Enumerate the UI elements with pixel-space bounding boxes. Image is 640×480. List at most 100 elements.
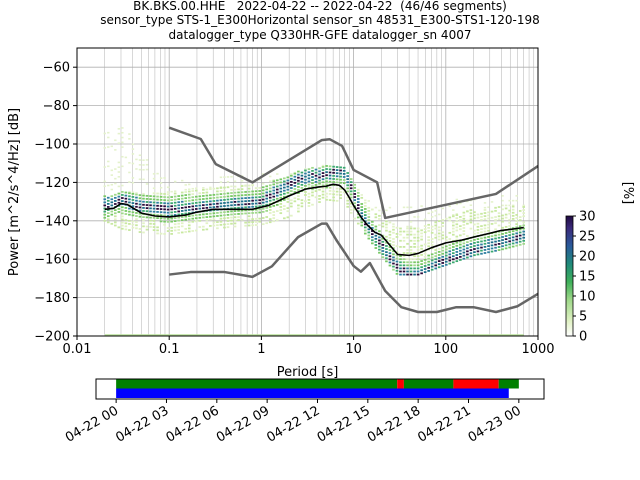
- pdf-cell: [381, 222, 385, 225]
- pdf-cell: [131, 223, 135, 226]
- pdf-cell: [427, 254, 430, 257]
- pdf-cell: [205, 203, 209, 206]
- pdf-cell: [177, 216, 180, 219]
- pdf-cell: [237, 188, 240, 191]
- pdf-cell: [385, 248, 388, 250]
- pdf-cell: [223, 198, 226, 201]
- pdf-cell: [124, 219, 128, 222]
- pdf-cell: [194, 198, 198, 201]
- pdf-cell: [494, 237, 497, 240]
- pdf-cell: [522, 221, 526, 224]
- pdf-cell: [328, 199, 332, 202]
- pdf-cell: [152, 204, 156, 207]
- pdf-cell: [462, 251, 466, 254]
- pdf-cell: [444, 251, 448, 254]
- pdf-cell: [261, 195, 265, 198]
- pdf-cell: [346, 184, 349, 187]
- pdf-cell: [142, 194, 145, 197]
- y-axis-label: Power [m^2/s^4/Hz] [dB]: [7, 108, 22, 276]
- pdf-cell: [483, 249, 487, 251]
- pdf-cell: [117, 201, 121, 204]
- pdf-cell: [413, 264, 416, 267]
- pdf-cell: [452, 227, 455, 230]
- pdf-cell: [406, 267, 409, 270]
- y-tick-label: −200: [34, 330, 70, 345]
- pdf-cell: [483, 227, 487, 230]
- pdf-cell: [244, 221, 247, 224]
- pdf-cell: [247, 212, 251, 215]
- pdf-cell: [163, 233, 166, 235]
- pdf-cell: [367, 216, 371, 218]
- pdf-cell: [511, 211, 515, 214]
- pdf-cell: [497, 206, 501, 208]
- pdf-cell: [110, 195, 114, 198]
- pdf-cell-outlier: [121, 131, 124, 134]
- pdf-cell-outlier: [156, 172, 159, 175]
- pdf-cell-outlier: [188, 188, 191, 191]
- pdf-cell: [300, 205, 304, 208]
- pdf-cell-outlier: [138, 154, 142, 157]
- pdf-cell: [110, 204, 114, 207]
- pdf-cell: [409, 264, 413, 267]
- pdf-cell: [321, 178, 325, 181]
- pdf-cell: [515, 238, 518, 241]
- colorbar-tick-label: 10: [579, 290, 596, 305]
- pdf-cell: [159, 205, 163, 207]
- pdf-cell: [124, 197, 128, 200]
- pdf-cell: [328, 171, 332, 174]
- pdf-cell: [202, 213, 205, 216]
- pdf-cell-outlier: [131, 148, 135, 150]
- pdf-cell: [184, 203, 188, 206]
- pdf-cell: [423, 261, 427, 264]
- pdf-cell: [321, 175, 325, 178]
- pdf-cell: [430, 253, 434, 256]
- pdf-cell: [501, 233, 504, 235]
- pdf-cell-outlier: [135, 168, 138, 170]
- pdf-cell: [191, 190, 195, 192]
- pdf-cell: [233, 222, 237, 225]
- pdf-cell: [392, 228, 395, 231]
- pdf-cell: [254, 221, 258, 223]
- pdf-cell: [212, 221, 216, 224]
- pdf-cell: [385, 242, 388, 244]
- pdf-cell-outlier: [219, 176, 223, 179]
- pdf-cell: [430, 256, 434, 259]
- x-tick-label: 0.1: [159, 342, 180, 357]
- pdf-cell: [233, 194, 237, 197]
- pdf-cell: [244, 203, 247, 206]
- pdf-cell: [427, 260, 430, 263]
- pdf-cell: [286, 182, 290, 185]
- pdf-cell: [279, 193, 283, 196]
- pdf-cell: [504, 216, 508, 219]
- pdf-cell: [342, 179, 346, 181]
- pdf-cell-outlier: [142, 192, 145, 195]
- pdf-cell: [349, 196, 353, 199]
- pdf-cell: [325, 180, 328, 183]
- pdf-cell: [304, 175, 307, 178]
- pdf-cell: [244, 212, 247, 215]
- pdf-cell: [290, 180, 293, 183]
- pdf-cell: [226, 186, 230, 189]
- pdf-cell: [209, 225, 212, 227]
- timeline-segment-data: [498, 379, 519, 389]
- pdf-cell: [406, 264, 409, 267]
- pdf-cell: [469, 221, 473, 224]
- pdf-cell: [455, 247, 459, 250]
- pdf-cell: [251, 199, 254, 202]
- pdf-cell-outlier: [230, 175, 233, 178]
- pdf-cell: [483, 236, 487, 239]
- pdf-cell: [427, 245, 430, 248]
- pdf-cell: [307, 186, 311, 189]
- pdf-cell: [349, 178, 353, 180]
- pdf-cell: [332, 174, 335, 177]
- pdf-cell: [226, 223, 230, 225]
- pdf-cell: [437, 257, 441, 259]
- pdf-cell: [476, 241, 480, 244]
- pdf-cell: [283, 195, 286, 198]
- pdf-cell: [395, 266, 399, 269]
- pdf-cell: [247, 184, 251, 187]
- pdf-cell: [286, 179, 290, 182]
- pdf-cell: [216, 187, 219, 190]
- pdf-cell: [135, 221, 138, 224]
- pdf-cell-outlier: [110, 169, 113, 172]
